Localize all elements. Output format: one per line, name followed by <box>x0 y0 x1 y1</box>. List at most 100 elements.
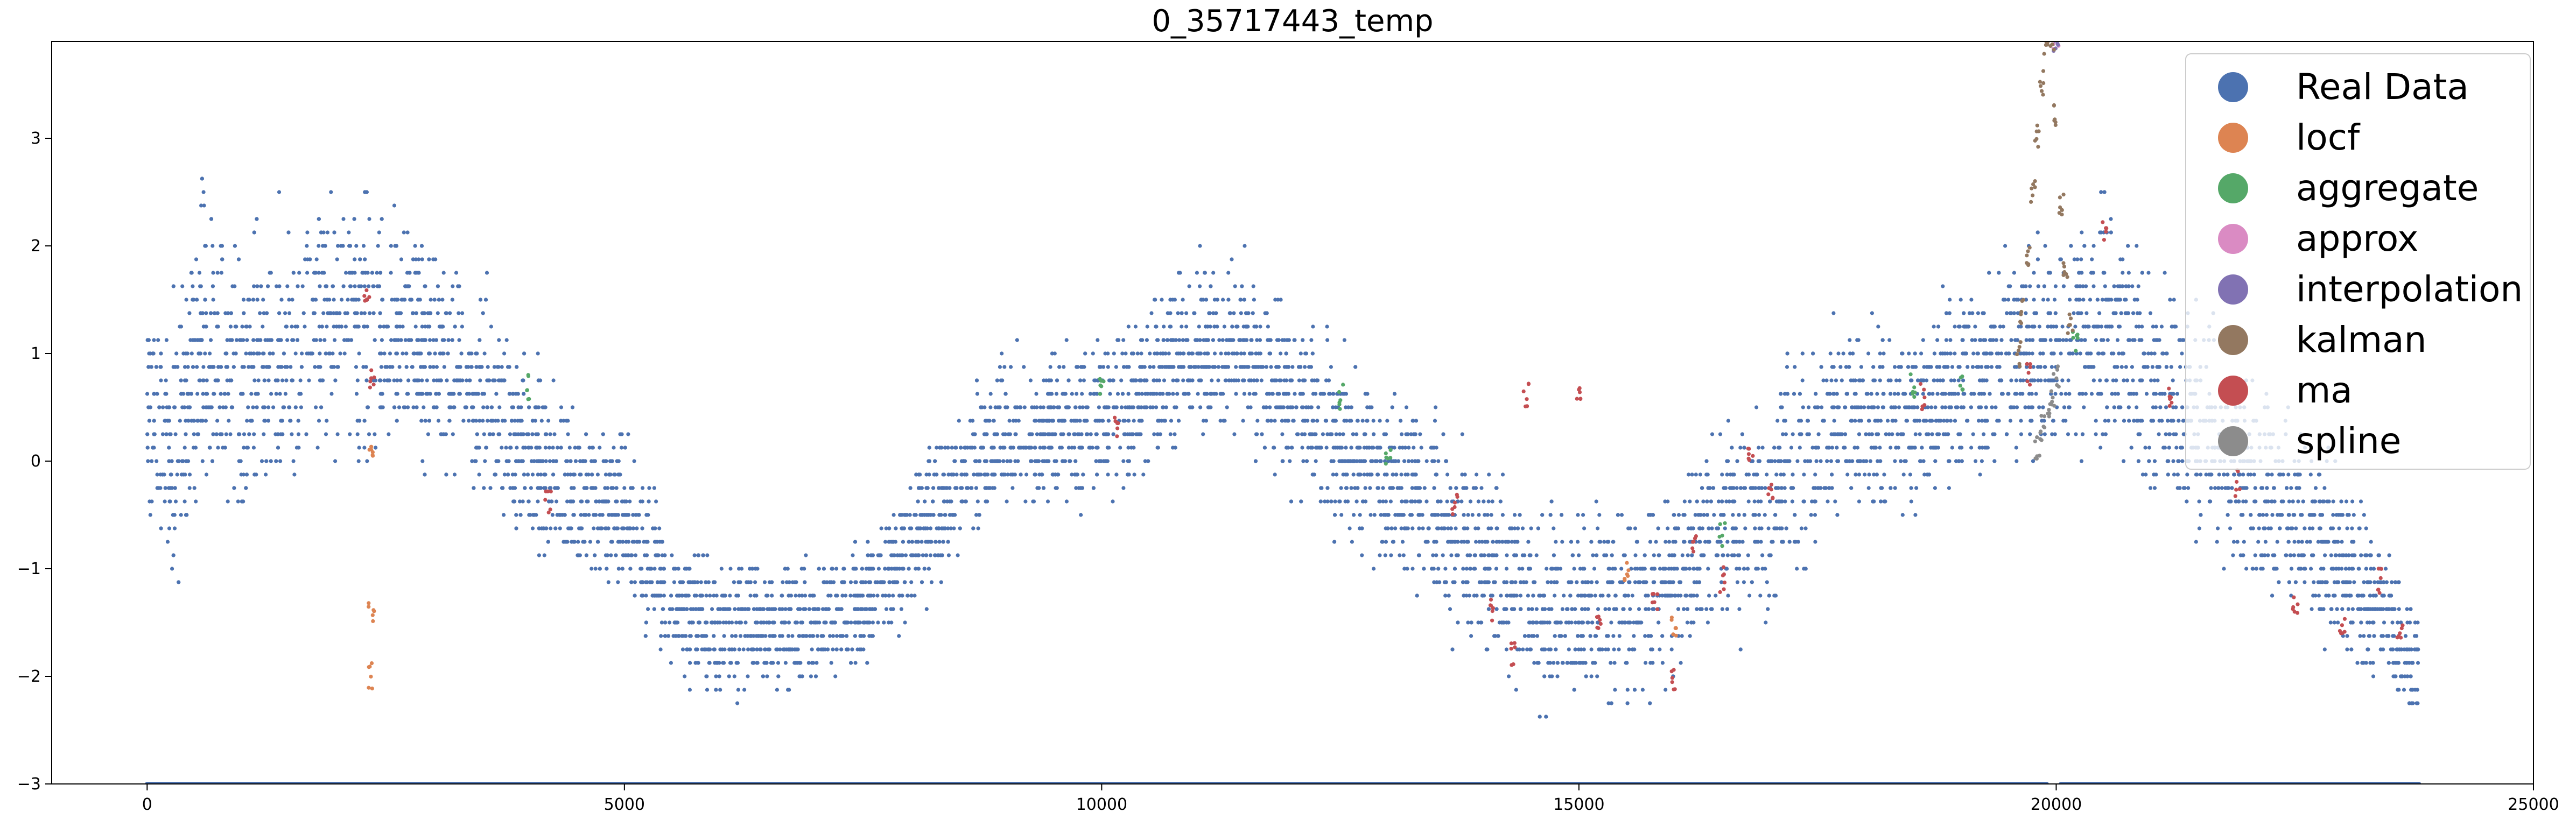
data-point <box>2006 298 2011 302</box>
data-point <box>226 392 230 396</box>
data-point <box>1698 513 1703 517</box>
data-point <box>1593 593 1597 598</box>
data-point <box>234 338 239 342</box>
data-point <box>746 647 750 652</box>
data-point <box>1010 486 1015 490</box>
data-point <box>1048 365 1052 369</box>
data-point <box>2373 580 2377 584</box>
data-point <box>729 620 734 625</box>
data-point <box>460 311 465 315</box>
data-point <box>2103 419 2107 423</box>
data-point <box>482 486 486 490</box>
data-point <box>1887 338 1892 342</box>
data-point <box>1784 432 1788 436</box>
data-point <box>1680 634 1684 638</box>
data-point <box>616 513 620 517</box>
data-point <box>219 271 223 275</box>
data-point <box>2234 499 2238 504</box>
data-point <box>164 338 169 342</box>
data-point <box>626 432 630 436</box>
data-point <box>1331 472 1335 477</box>
data-point <box>1459 499 1464 504</box>
data-point <box>1106 472 1110 477</box>
data-point <box>1704 607 1709 611</box>
data-point <box>1688 499 1692 504</box>
data-point <box>1325 338 1330 342</box>
data-point <box>733 634 738 638</box>
data-point <box>1553 593 1557 598</box>
data-point <box>258 311 262 315</box>
data-point <box>1139 351 1143 356</box>
data-point <box>417 378 421 383</box>
data-point <box>263 338 268 342</box>
data-point <box>1881 405 1886 409</box>
data-point <box>533 419 538 423</box>
data-point <box>1991 432 1995 436</box>
data-point <box>262 311 266 315</box>
data-point <box>2112 419 2117 423</box>
data-point <box>1264 365 1268 369</box>
data-point <box>2012 271 2016 275</box>
data-point <box>2303 580 2307 584</box>
data-point <box>357 446 361 450</box>
data-point <box>1372 513 1377 517</box>
data-point <box>949 526 953 531</box>
data-point <box>1728 472 1732 477</box>
data-point <box>2015 405 2019 409</box>
data-point <box>2397 607 2401 611</box>
data-point <box>325 230 330 235</box>
data-point <box>728 567 733 571</box>
data-point <box>1222 324 1226 329</box>
data-point <box>998 365 1002 369</box>
data-point <box>800 620 805 625</box>
data-point <box>1754 405 1759 409</box>
data-point <box>194 499 198 504</box>
data-point <box>240 324 244 329</box>
data-point <box>1619 513 1624 517</box>
data-point <box>212 392 216 396</box>
data-point <box>1667 540 1672 544</box>
y-tick-label: 2 <box>31 237 41 256</box>
data-point <box>1893 419 1898 423</box>
series-layer <box>145 41 2421 784</box>
data-point <box>2253 486 2257 490</box>
data-point <box>733 607 737 611</box>
data-point <box>271 405 276 409</box>
data-point <box>1876 405 1880 409</box>
data-point <box>1894 378 1899 383</box>
data-point <box>1434 553 1438 557</box>
data-point <box>1866 351 1871 356</box>
data-point <box>1782 392 1787 396</box>
data-point <box>2231 553 2235 557</box>
data-point <box>2264 513 2269 517</box>
data-point <box>1241 419 1245 423</box>
data-point <box>1121 459 1126 463</box>
data-point <box>201 392 205 396</box>
data-point <box>1491 540 1495 544</box>
data-point <box>2119 365 2124 369</box>
data-point <box>1581 513 1585 517</box>
data-point <box>1577 661 1582 665</box>
data-point <box>1132 472 1136 477</box>
data-point <box>1726 593 1730 598</box>
data-point <box>340 298 344 302</box>
data-point <box>2175 392 2179 396</box>
data-point <box>1654 540 1658 544</box>
data-point <box>465 392 469 396</box>
data-point <box>717 674 721 678</box>
data-point <box>831 634 836 638</box>
data-point <box>186 419 191 423</box>
data-point <box>2357 567 2361 571</box>
data-point <box>1724 499 1729 504</box>
data-point <box>2049 365 2054 369</box>
data-point <box>644 593 648 598</box>
data-point <box>1682 607 1686 611</box>
data-point <box>1279 378 1283 383</box>
data-point <box>2148 311 2153 315</box>
data-point <box>1576 647 1581 652</box>
data-point <box>2157 338 2161 342</box>
data-point <box>397 365 402 369</box>
data-point <box>1217 338 1222 342</box>
data-point <box>2136 284 2140 288</box>
data-point <box>266 378 271 383</box>
